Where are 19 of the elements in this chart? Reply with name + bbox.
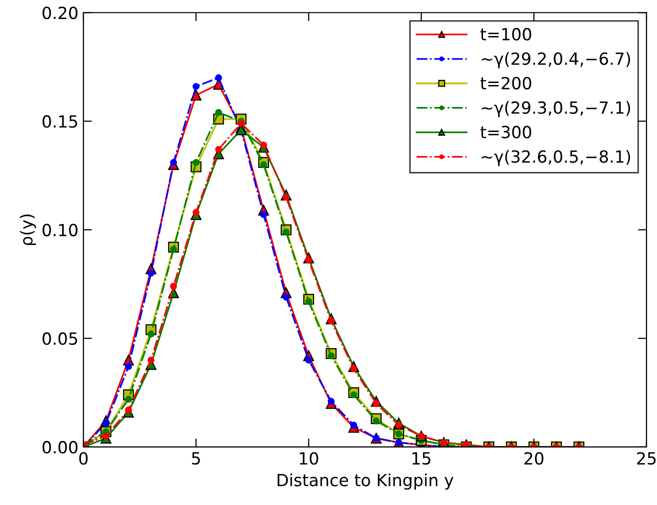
legend-label: t=100 bbox=[480, 28, 532, 41]
legend-label: t=300 bbox=[480, 126, 532, 138]
y-tick-label: 0.15 bbox=[42, 115, 78, 128]
x-tick-label: 20 bbox=[524, 452, 544, 465]
legend-label: ∼γ(32.6,0.5,−8.1) bbox=[482, 150, 630, 166]
y-tick-label: 0.20 bbox=[42, 6, 78, 20]
legend-label: t=200 bbox=[480, 76, 532, 90]
x-tick-label: 5 bbox=[192, 452, 200, 465]
y-axis-title: ρ(y) bbox=[20, 214, 36, 245]
x-tick-label: 15 bbox=[412, 452, 430, 465]
x-tick-label: 10 bbox=[300, 452, 318, 465]
y-tick-label: 0.05 bbox=[42, 332, 78, 345]
x-tick-label: 25 bbox=[637, 452, 656, 465]
y-tick-label: 0.00 bbox=[42, 440, 78, 454]
legend-label: ∼γ(29.3,0.5,−7.1) bbox=[482, 101, 630, 118]
x-axis-title: Distance to Kingpin y bbox=[278, 473, 454, 490]
y-tick-label: 0.10 bbox=[42, 224, 78, 236]
x-tick-label: 0 bbox=[79, 452, 88, 465]
legend-label: ∼γ(29.2,0.4,−6.7) bbox=[482, 52, 630, 68]
